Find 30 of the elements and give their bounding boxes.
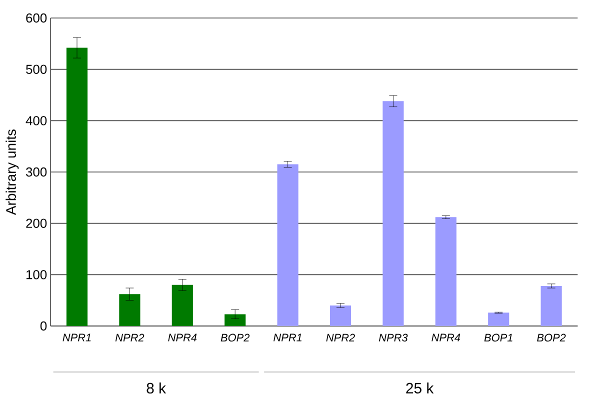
x-tick-label: BOP2 (220, 334, 250, 342)
y-tick-label: 0 (40, 321, 47, 331)
y-tick-label: 200 (26, 218, 47, 228)
y-tick-label: 500 (26, 64, 47, 74)
x-tick-label: BOP2 (537, 334, 566, 342)
bar (224, 314, 246, 326)
bar (488, 312, 510, 326)
x-tick-label: NPR2 (326, 334, 355, 342)
y-axis-title: Arbitrary units (6, 130, 19, 215)
bar (540, 286, 562, 326)
x-tick-label: NPR2 (115, 334, 144, 342)
x-tick-label: BOP1 (484, 334, 512, 342)
y-tick-label: 600 (26, 13, 47, 23)
y-tick-label: 300 (26, 167, 47, 177)
x-tick-label: NPR1 (274, 334, 302, 342)
y-tick-label: 100 (26, 270, 47, 280)
text: 8 k (146, 382, 166, 394)
x-tick-label: NPR4 (168, 334, 197, 342)
y-tick-label: 400 (26, 116, 47, 126)
bar (330, 305, 352, 326)
bar (119, 294, 140, 326)
x-tick-label: NPR3 (378, 334, 408, 342)
bar (435, 217, 456, 326)
bar (277, 164, 298, 326)
x-tick-label: NPR1 (62, 334, 91, 342)
bar (66, 48, 88, 326)
bar (172, 284, 193, 326)
text: 25 k (406, 382, 434, 394)
bar (382, 101, 404, 326)
x-tick-label: NPR4 (432, 334, 460, 342)
